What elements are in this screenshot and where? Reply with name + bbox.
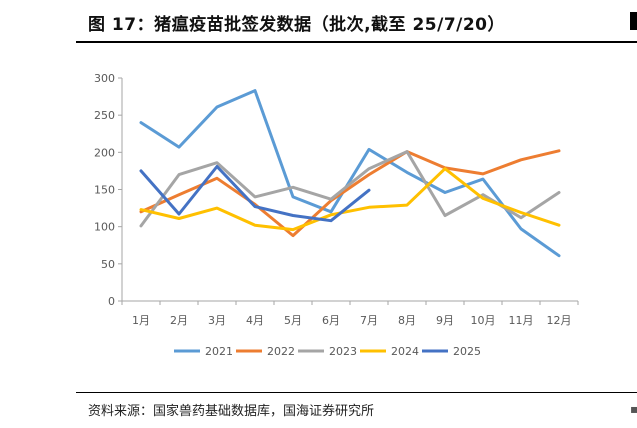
x-tick-label: 6月 [322, 314, 340, 327]
series-lines [139, 89, 561, 258]
x-tick-label: 3月 [208, 314, 226, 327]
chart-legend: 2021 2022 2023 2024 2025 [174, 345, 481, 358]
x-tick-label: 7月 [360, 314, 378, 327]
source-note: 资料来源：国家兽药基础数据库，国海证券研究所 [88, 404, 375, 419]
series-line-2023 [139, 150, 561, 228]
y-tick-label: 250 [94, 109, 115, 122]
legend-label-2024: 2024 [391, 345, 419, 358]
y-tick-label: 50 [101, 258, 115, 271]
x-tick-label: 1月 [132, 314, 150, 327]
series-line-2021 [139, 89, 561, 258]
edge-mark [630, 12, 637, 30]
line-chart: 0 50 100 150 200 250 300 1月 2月 3月 4月 5月 6月 7月 8月 9月 10月… [94, 72, 579, 358]
x-tick-label: 2月 [170, 314, 188, 327]
legend-label-2022: 2022 [267, 345, 295, 358]
x-axis-ticks: 1月 2月 3月 4月 5月 6月 7月 8月 9月 10月 11月 12月 [121, 301, 579, 327]
series-line-2022 [139, 149, 561, 238]
series-line-2024 [139, 167, 561, 232]
x-tick-label: 12月 [547, 314, 572, 327]
y-axis-ticks: 0 50 100 150 200 250 300 [94, 72, 122, 308]
title-divider [76, 41, 637, 43]
chart-title: 图 17：猪瘟疫苗批签发数据（批次,截至 25/7/20） [88, 15, 506, 35]
legend-label-2021: 2021 [205, 345, 233, 358]
edge-mark-text: ▪ [630, 402, 637, 416]
y-tick-label: 0 [108, 295, 115, 308]
y-tick-label: 200 [94, 146, 115, 159]
x-tick-label: 11月 [509, 314, 534, 327]
x-tick-label: 8月 [398, 314, 416, 327]
source-divider [76, 392, 637, 393]
legend-label-2023: 2023 [329, 345, 357, 358]
legend-label-2025: 2025 [453, 345, 481, 358]
series-line-2025 [139, 165, 371, 223]
y-tick-label: 300 [94, 72, 115, 85]
y-tick-label: 150 [94, 184, 115, 197]
x-tick-label: 5月 [284, 314, 302, 327]
y-tick-label: 100 [94, 221, 115, 234]
x-tick-label: 10月 [471, 314, 496, 327]
x-tick-label: 4月 [246, 314, 264, 327]
x-tick-label: 9月 [436, 314, 454, 327]
